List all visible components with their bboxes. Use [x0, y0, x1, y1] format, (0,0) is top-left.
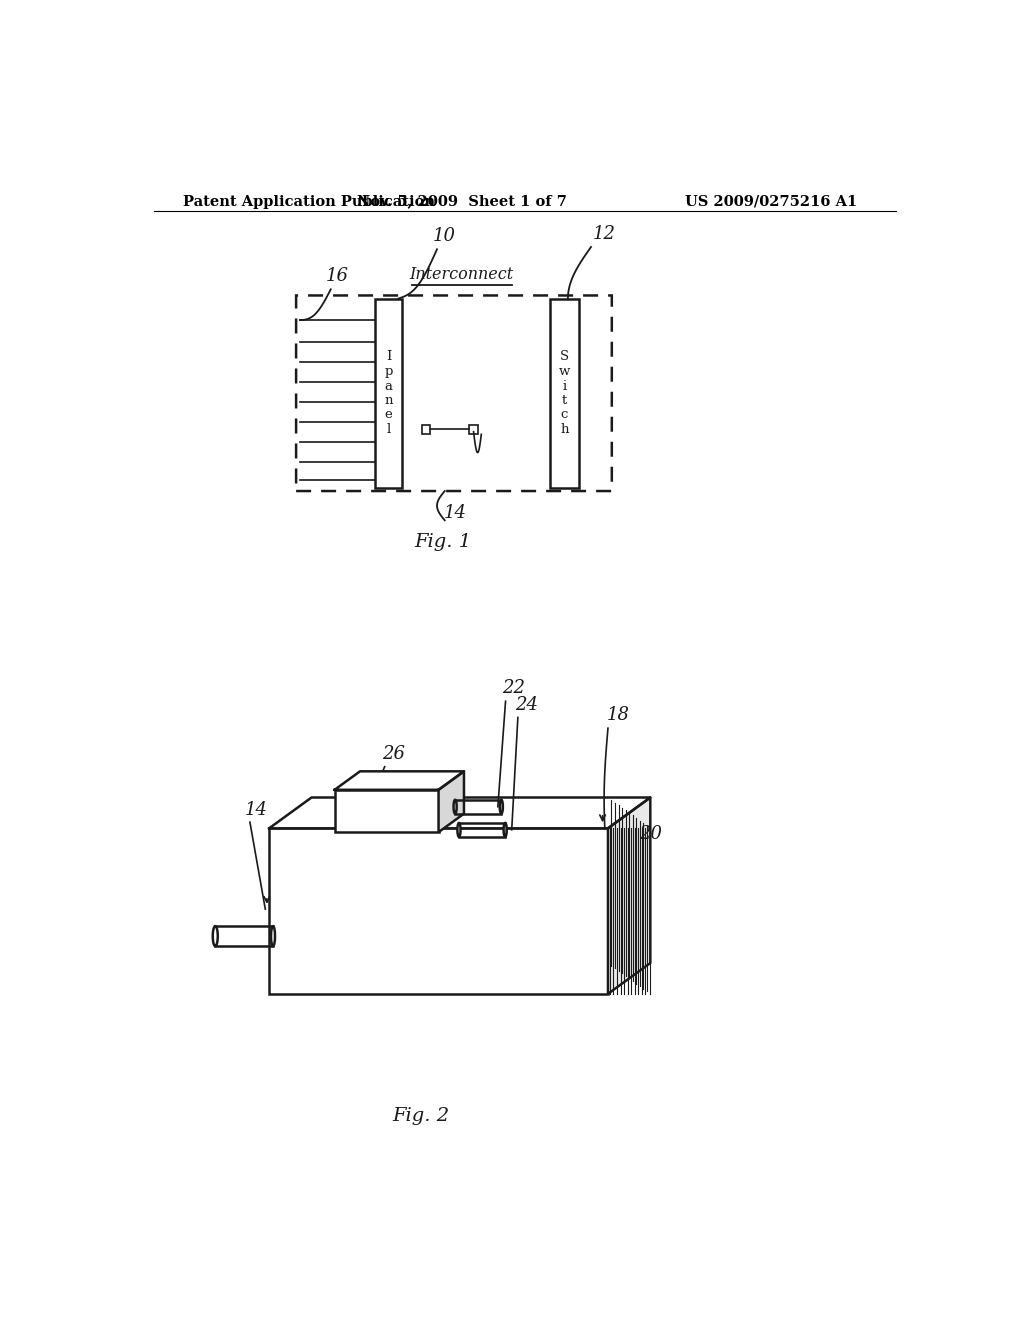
Bar [422, 425, 430, 434]
Text: 18: 18 [606, 706, 630, 725]
Ellipse shape [504, 822, 507, 837]
Bar [550, 298, 579, 488]
Polygon shape [608, 797, 650, 994]
Text: Fig. 1: Fig. 1 [414, 533, 471, 552]
Bar [469, 425, 478, 434]
Text: 22: 22 [503, 680, 525, 697]
Text: 26: 26 [382, 744, 404, 763]
Text: S
w
i
t
c
h: S w i t c h [559, 351, 570, 436]
Text: Patent Application Publication: Patent Application Publication [183, 194, 435, 209]
Ellipse shape [458, 822, 461, 837]
Text: Interconnect: Interconnect [410, 267, 514, 284]
Text: US 2009/0275216 A1: US 2009/0275216 A1 [685, 194, 857, 209]
Ellipse shape [500, 800, 503, 813]
Text: 20: 20 [639, 825, 662, 843]
Bar [376, 298, 401, 488]
Polygon shape [269, 797, 650, 829]
Ellipse shape [213, 927, 218, 946]
Polygon shape [335, 771, 464, 789]
Bar [269, 829, 608, 994]
Text: 12: 12 [593, 226, 615, 243]
Ellipse shape [271, 927, 275, 946]
Text: Fig. 2: Fig. 2 [392, 1106, 450, 1125]
Text: 14: 14 [245, 801, 267, 818]
Text: 14: 14 [444, 504, 467, 521]
Text: I
p
a
n
e
l: I p a n e l [384, 351, 393, 436]
Text: 24: 24 [515, 697, 539, 714]
Polygon shape [438, 771, 464, 832]
Text: Nov. 5, 2009  Sheet 1 of 7: Nov. 5, 2009 Sheet 1 of 7 [356, 194, 566, 209]
Text: 10: 10 [433, 227, 456, 244]
Ellipse shape [454, 800, 457, 813]
Text: 16: 16 [326, 268, 348, 285]
Bar [335, 789, 438, 832]
